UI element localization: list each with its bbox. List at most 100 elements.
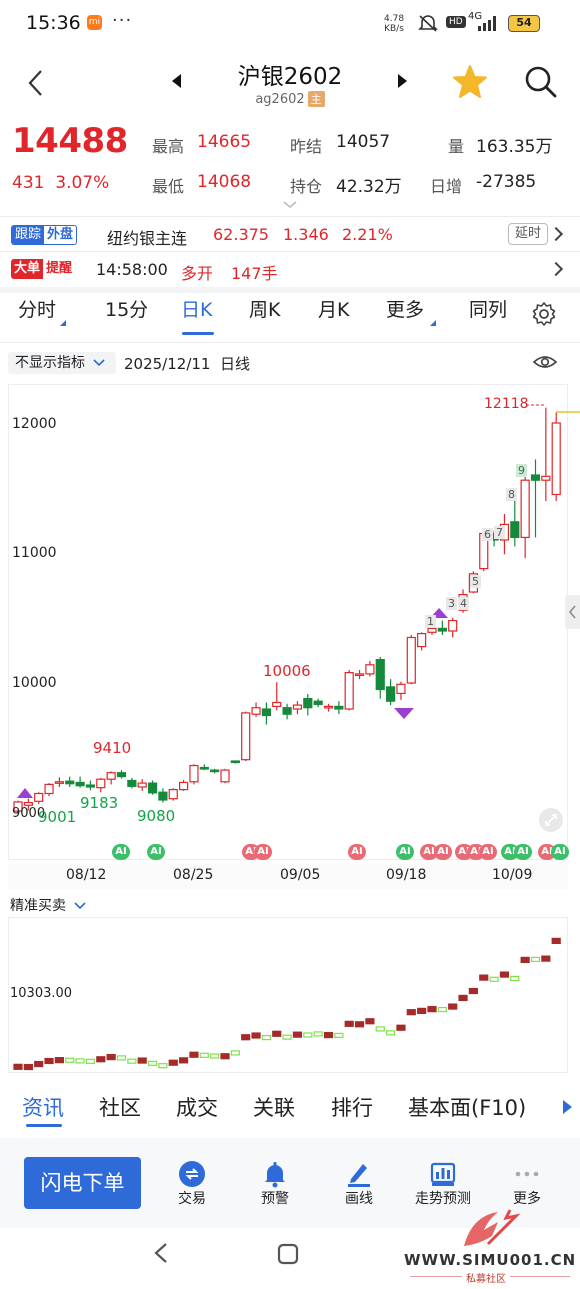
chevron-right-icon[interactable] (548, 261, 564, 277)
sub-chart-frame (8, 917, 568, 1073)
external-price: 62.375 (213, 225, 269, 244)
contract-code: ag2602 主 (190, 91, 390, 107)
mute-icon (418, 15, 438, 32)
tab-news[interactable]: 资讯 (22, 1096, 64, 1120)
open-interest-value: 42.32万 (336, 177, 402, 197)
tab-fundamentals[interactable]: 基本面(F10) (408, 1096, 527, 1120)
ai-signal-badge[interactable]: AI (420, 844, 438, 860)
signal-marker (530, 956, 541, 963)
hd-badge: HD (446, 16, 466, 28)
tabs-scroll-right-icon[interactable] (563, 1100, 572, 1114)
ai-signal-badge[interactable]: AI (254, 844, 272, 860)
network-type: 4G (468, 11, 483, 22)
tab-ranking[interactable]: 排行 (331, 1096, 373, 1120)
tab-community[interactable]: 社区 (99, 1096, 141, 1120)
tab-fenshi[interactable]: 分时 (18, 299, 57, 321)
candle-body (334, 705, 344, 710)
status-bar: 15:36 mi ··· 4.78 KB/s HD 4G 54 (0, 0, 580, 48)
signal-marker (437, 1006, 447, 1013)
search-icon[interactable] (523, 64, 559, 100)
delay-button[interactable]: 延时 (508, 223, 548, 245)
ai-signal-badge[interactable]: AI (112, 844, 130, 860)
ai-signal-badge[interactable]: AI (434, 844, 452, 860)
more-icon (515, 1171, 539, 1177)
price-change: 431 3.07% (12, 173, 109, 193)
ai-signal-badge[interactable]: AI (348, 844, 366, 860)
star-icon[interactable] (452, 64, 488, 100)
signal-marker (23, 1063, 33, 1071)
side-expand-handle[interactable] (565, 595, 580, 629)
candle-body (34, 792, 44, 802)
candle-body (220, 769, 230, 783)
system-home-icon[interactable] (277, 1243, 299, 1265)
ai-signal-badge[interactable]: AI (147, 844, 165, 860)
fullscreen-icon[interactable] (538, 807, 564, 833)
indicator-select[interactable]: 不显示指标 (8, 352, 116, 374)
ai-signal-badge[interactable]: AI (396, 844, 414, 860)
tab-related[interactable]: 关联 (253, 1096, 295, 1120)
net-speed-value: 4.78 (384, 14, 405, 24)
kline-chart[interactable] (0, 384, 580, 860)
candle-body (96, 778, 106, 789)
chevron-right-icon[interactable] (548, 226, 564, 242)
tab-monthly-k[interactable]: 月K (318, 299, 350, 321)
candle-body (272, 701, 282, 707)
forecast-button[interactable]: 走势预测 (403, 1160, 483, 1208)
next-contract-icon[interactable] (398, 74, 407, 88)
ai-signal-badge[interactable]: AI (551, 844, 569, 860)
signal-marker (158, 1063, 168, 1069)
trade-button[interactable]: 交易 (152, 1160, 232, 1208)
flash-order-button[interactable]: 闪电下单 (24, 1157, 141, 1209)
tab-same-list[interactable]: 同列 (469, 299, 508, 321)
annotation-high-label: 10006 (263, 662, 311, 680)
ai-signal-badge[interactable]: AI (479, 844, 497, 860)
candle-body (375, 658, 385, 691)
alert-label: 预警 (261, 1191, 289, 1207)
signal-marker (313, 1031, 323, 1037)
external-tag: 跟踪 外盘 (11, 225, 78, 245)
alert-button[interactable]: 预警 (235, 1160, 315, 1208)
expand-chevron-icon[interactable] (282, 200, 298, 210)
low-label: 最低 (152, 177, 185, 196)
prev-contract-icon[interactable] (172, 74, 181, 88)
high-value: 14665 (197, 132, 252, 152)
contract-code-text: ag2602 (255, 92, 305, 107)
candle-body (365, 664, 375, 675)
dropdown-corner-icon (60, 320, 66, 326)
x-tick-label: 09/05 (280, 867, 321, 883)
gear-icon[interactable] (531, 301, 557, 327)
ai-signal-badge[interactable]: AI (514, 844, 532, 860)
back-icon[interactable] (22, 68, 52, 98)
candle-body (179, 781, 189, 791)
tab-daily-k[interactable]: 日K (181, 299, 213, 321)
tab-15min[interactable]: 15分 (105, 299, 149, 321)
candle-body (551, 422, 561, 496)
signal-marker (365, 1018, 375, 1025)
signal-marker (220, 1053, 230, 1060)
signal-marker (303, 1032, 313, 1038)
battery-icon: 54 (508, 15, 540, 32)
daily-change-label: 日增 (430, 177, 463, 196)
signal-marker (272, 1030, 282, 1037)
signal-marker (210, 1053, 220, 1059)
net-speed: 4.78 KB/s (384, 14, 404, 34)
prev-settle-label: 昨结 (290, 137, 323, 156)
candle-body (541, 475, 551, 481)
bell-icon (265, 1162, 285, 1188)
more-button[interactable]: 更多 (487, 1160, 567, 1208)
draw-line-button[interactable]: 画线 (319, 1160, 399, 1208)
seq-marker: 6 (482, 528, 493, 541)
tab-trades[interactable]: 成交 (176, 1096, 218, 1120)
x-tick-label: 08/12 (66, 867, 107, 883)
sub-chart[interactable] (0, 917, 580, 1073)
sub-indicator-select[interactable]: 精准买卖 (10, 895, 87, 915)
signal-marker (44, 1057, 54, 1065)
system-back-icon[interactable] (150, 1241, 172, 1265)
eye-icon[interactable] (532, 352, 558, 372)
dropdown-corner-icon (430, 320, 436, 326)
tab-weekly-k[interactable]: 周K (249, 299, 281, 321)
x-axis (8, 864, 568, 889)
external-name[interactable]: 纽约银主连 (107, 229, 188, 248)
candle-body (386, 686, 396, 702)
tab-more[interactable]: 更多 (386, 299, 425, 321)
